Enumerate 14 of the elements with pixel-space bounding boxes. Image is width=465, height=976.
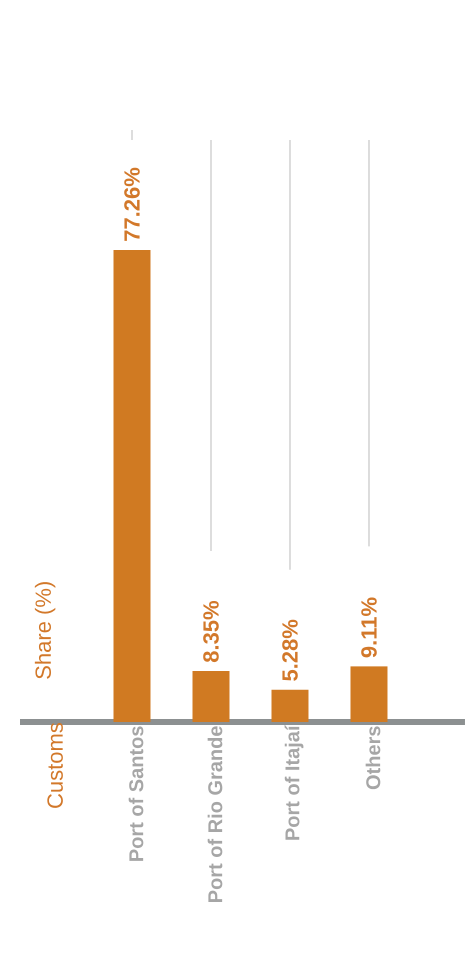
x-tick-label: Port of Itajaí: [284, 724, 304, 840]
x-tick-label: Others: [366, 726, 380, 790]
data-label: 77.26%: [124, 168, 140, 241]
x-tick-label: Port of Rio Grande: [208, 726, 222, 902]
bar: [192, 670, 230, 722]
bar: [350, 666, 388, 722]
data-label: 9.11%: [361, 598, 377, 658]
y-axis-title: Share (%): [34, 582, 56, 679]
x-tick-label: Port of Santos: [128, 726, 144, 861]
text: Customs: [47, 722, 63, 808]
data-label: 8.35%: [203, 600, 219, 662]
bar: [271, 690, 308, 722]
data-label: 5.28%: [282, 620, 298, 681]
bar: [114, 250, 150, 722]
